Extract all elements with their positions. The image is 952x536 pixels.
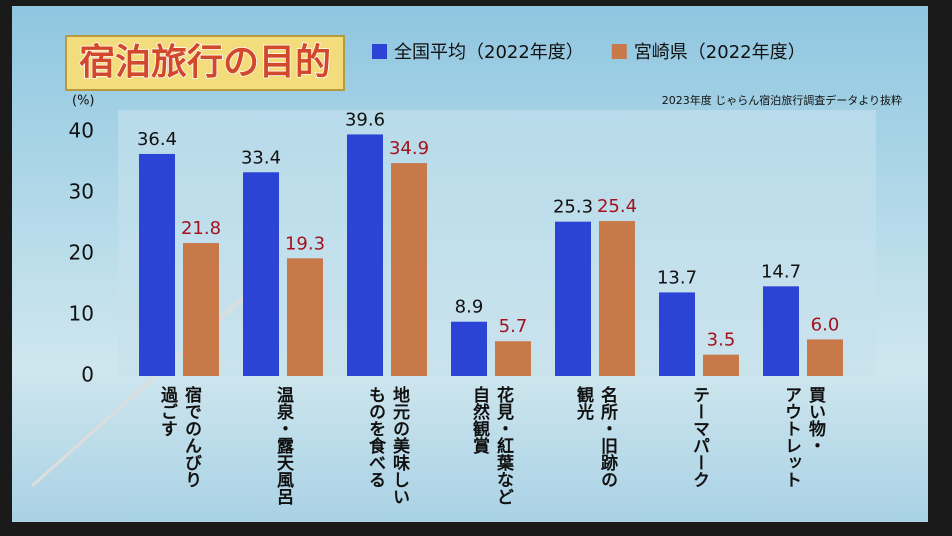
bar bbox=[807, 339, 843, 376]
x-tick-label: テーマパーク bbox=[689, 386, 709, 488]
bar bbox=[139, 153, 175, 376]
data-label: 25.3 bbox=[553, 197, 593, 218]
chart: 宿泊旅行の目的 (%) 2023年度 じゃらん宿泊旅行調査データより抜粋 0 10… bbox=[31, 35, 902, 488]
plot-area bbox=[118, 110, 876, 376]
data-label: 19.3 bbox=[285, 233, 325, 254]
data-label: 34.9 bbox=[389, 138, 429, 159]
pointer bbox=[31, 272, 271, 488]
data-label: 33.4 bbox=[241, 147, 281, 168]
data-label: 5.7 bbox=[499, 316, 528, 337]
bar bbox=[391, 163, 427, 376]
data-label: 21.8 bbox=[181, 218, 221, 239]
bar bbox=[599, 221, 635, 376]
x-tick-label: 買い物・ アウトレット bbox=[781, 386, 825, 488]
title-box bbox=[65, 35, 345, 91]
bar bbox=[555, 221, 591, 376]
x-tick-label: 宿でのんびり 過ごす bbox=[157, 386, 201, 488]
x-tick-label: 名所・旧跡の 観光 bbox=[573, 386, 617, 488]
y-tick-label: 20 bbox=[69, 241, 94, 265]
chart-title: 宿泊旅行の目的 bbox=[79, 42, 331, 83]
bar bbox=[287, 258, 323, 376]
data-label: 36.4 bbox=[137, 129, 177, 150]
bar bbox=[659, 292, 695, 376]
data-label: 14.7 bbox=[761, 261, 801, 282]
x-tick-label: 温泉・露天風呂 bbox=[273, 386, 293, 505]
y-tick-label: 40 bbox=[69, 119, 94, 143]
y-tick-label: 30 bbox=[69, 180, 94, 204]
bar bbox=[183, 243, 219, 376]
bar bbox=[347, 134, 383, 376]
data-label: 25.4 bbox=[597, 196, 637, 217]
bar bbox=[495, 341, 531, 376]
bar bbox=[243, 172, 279, 376]
legend-label: 全国平均（2022年度） bbox=[394, 42, 584, 63]
tv-screen: 宿泊旅行の目的 (%) 2023年度 じゃらん宿泊旅行調査データより抜粋 0 10… bbox=[12, 6, 928, 522]
y-axis-unit: (%) bbox=[72, 94, 95, 109]
y-tick-label: 0 bbox=[81, 363, 94, 387]
data-label: 8.9 bbox=[455, 297, 484, 318]
data-label: 6.0 bbox=[811, 314, 840, 335]
legend-swatch bbox=[372, 44, 387, 59]
bar bbox=[451, 321, 487, 376]
data-label: 39.6 bbox=[345, 109, 385, 130]
bar bbox=[703, 354, 739, 376]
bar bbox=[763, 286, 799, 376]
legend-label: 宮崎県（2022年度） bbox=[634, 42, 806, 63]
data-label: 3.5 bbox=[707, 330, 736, 351]
data-label: 13.7 bbox=[657, 267, 697, 288]
y-tick-label: 10 bbox=[69, 302, 94, 326]
source-note: 2023年度 じゃらん宿泊旅行調査データより抜粋 bbox=[662, 93, 902, 107]
legend-swatch bbox=[611, 44, 627, 59]
x-tick-label: 地元の美味しい ものを食べる bbox=[365, 386, 409, 505]
x-tick-label: 花見・紅葉など 自然観賞 bbox=[469, 386, 513, 505]
